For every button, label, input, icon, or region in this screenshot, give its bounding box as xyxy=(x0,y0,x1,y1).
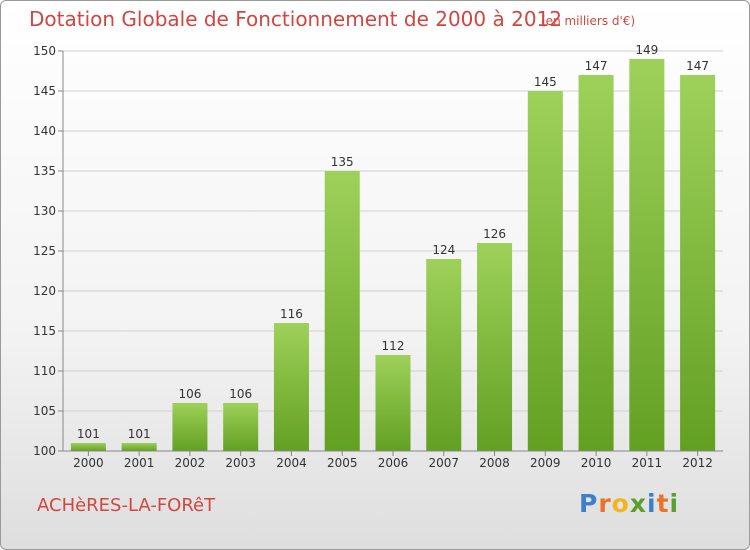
y-tick-label: 115 xyxy=(33,324,56,338)
chart-title: Dotation Globale de Fonctionnement de 20… xyxy=(29,7,562,31)
bar xyxy=(426,259,462,451)
bar xyxy=(121,443,157,451)
y-tick-label: 120 xyxy=(33,284,56,298)
data-label: 149 xyxy=(635,43,658,57)
bar xyxy=(273,323,309,451)
bar xyxy=(375,355,411,451)
data-label: 106 xyxy=(229,387,252,401)
y-tick-label: 125 xyxy=(33,244,56,258)
x-tick-label: 2009 xyxy=(530,456,561,470)
bar xyxy=(527,91,563,451)
x-tick-label: 2008 xyxy=(479,456,510,470)
data-label: 145 xyxy=(534,75,557,89)
data-label: 106 xyxy=(178,387,201,401)
y-tick-label: 150 xyxy=(33,44,56,58)
bar xyxy=(578,75,614,451)
logo-letter: x xyxy=(629,489,647,518)
logo-letter: t xyxy=(656,489,670,518)
x-tick-label: 2010 xyxy=(581,456,612,470)
data-label: 112 xyxy=(382,339,405,353)
bars: 101 101 106 106 116 135 112 124 126 145 147 149 147 xyxy=(70,43,716,451)
data-label: 116 xyxy=(280,307,303,321)
logo-letter: i xyxy=(669,489,680,518)
chart-subtitle: (en milliers d'€) xyxy=(541,14,636,28)
data-label: 147 xyxy=(585,59,608,73)
x-tick-label: 2007 xyxy=(428,456,459,470)
x-tick-label: 2002 xyxy=(175,456,206,470)
bar xyxy=(172,403,208,451)
y-tick-label: 145 xyxy=(33,84,56,98)
bar xyxy=(680,75,716,451)
y-tick-label: 130 xyxy=(33,204,56,218)
y-tick-label: 110 xyxy=(33,364,56,378)
x-tick-label: 2000 xyxy=(73,456,104,470)
bar xyxy=(70,443,106,451)
x-tick-label: 2012 xyxy=(682,456,713,470)
bar xyxy=(629,59,665,451)
y-tick-label: 140 xyxy=(33,124,56,138)
data-label: 135 xyxy=(331,155,354,169)
data-label: 101 xyxy=(77,427,100,441)
data-label: 124 xyxy=(432,243,455,257)
y-tick-label: 100 xyxy=(33,444,56,458)
proxiti-logo[interactable]: Proxiti xyxy=(579,489,679,518)
logo-letter: o xyxy=(611,489,630,518)
x-tick-label: 2004 xyxy=(276,456,307,470)
data-label: 126 xyxy=(483,227,506,241)
bar xyxy=(477,243,513,451)
logo-letter: P xyxy=(579,489,599,518)
axes: 100 105 110 115 120 125 130 135 140 145 150 2000 200… xyxy=(33,44,723,470)
x-tick-label: 2003 xyxy=(225,456,256,470)
data-label: 101 xyxy=(128,427,151,441)
x-tick-label: 2011 xyxy=(632,456,663,470)
bar xyxy=(223,403,259,451)
bar xyxy=(324,171,360,451)
y-tick-label: 105 xyxy=(33,404,56,418)
x-tick-label: 2005 xyxy=(327,456,358,470)
logo-letter: r xyxy=(598,489,612,518)
data-label: 147 xyxy=(686,59,709,73)
y-tick-label: 135 xyxy=(33,164,56,178)
town-name: ACHèRES-LA-FORêT xyxy=(37,495,216,516)
logo-letter: i xyxy=(647,489,657,518)
x-tick-label: 2001 xyxy=(124,456,155,470)
x-tick-label: 2006 xyxy=(378,456,409,470)
